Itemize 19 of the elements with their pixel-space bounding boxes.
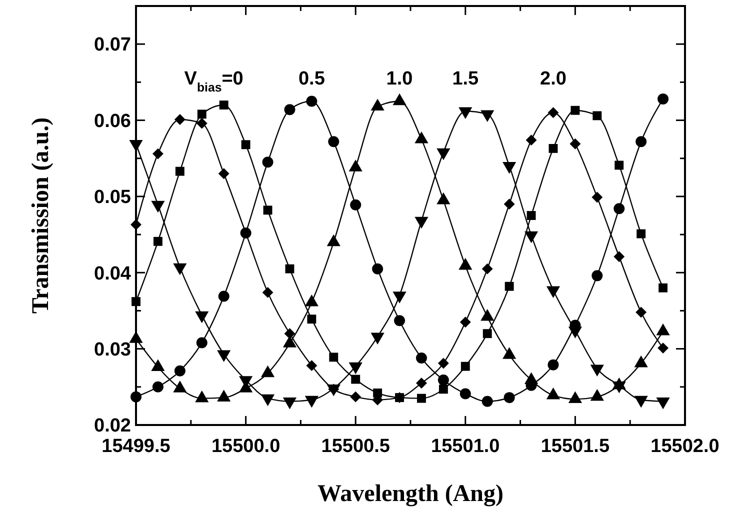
y-tick-label: 0.04 [94,263,132,284]
y-tick-label: 0.06 [94,110,131,132]
y-axis-title: Transmission (a.u.) [28,117,54,314]
annotation: 0.5 [298,68,326,90]
y-tick-label: 0.02 [94,416,131,437]
y-tick-label: 0.07 [94,34,131,56]
x-tick-label: 15501.5 [540,436,610,457]
x-tick-label: 15502.0 [650,436,720,457]
annotation: 2.0 [540,68,566,90]
x-tick-label: 15500.5 [321,436,390,457]
annotation: 1.5 [452,68,480,90]
x-tick-label: 15501.0 [431,436,500,457]
annotation: 1.0 [386,68,413,90]
x-axis-title: Wavelength (Ang) [318,481,504,507]
x-tick-label: 15500.0 [211,436,280,457]
x-tick-label: 15499.5 [102,436,171,457]
y-tick-label: 0.03 [94,339,131,360]
y-tick-label: 0.05 [94,187,132,208]
annotation: V$_{bias}$=0 [184,68,244,95]
